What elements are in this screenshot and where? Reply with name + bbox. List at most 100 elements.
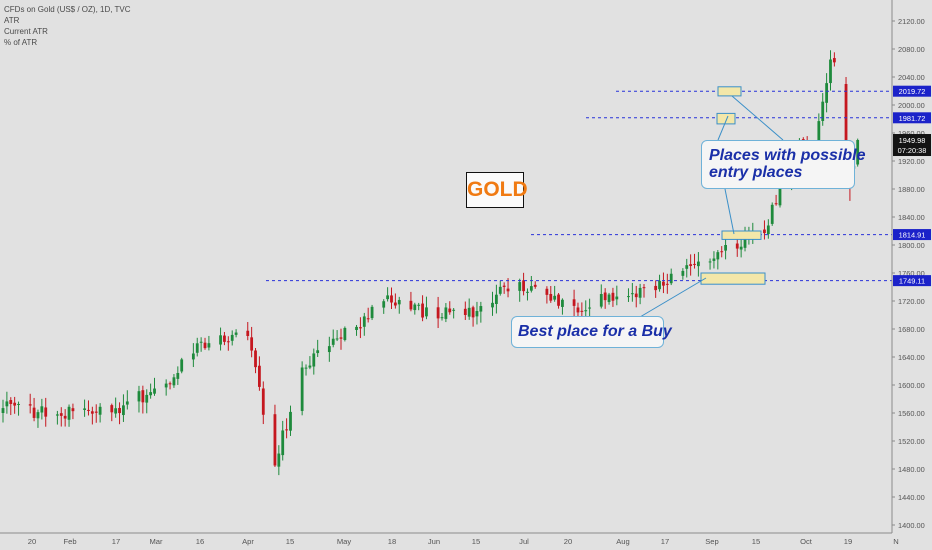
candle <box>452 308 456 319</box>
candle <box>681 268 685 280</box>
candle <box>234 329 238 338</box>
candle <box>599 284 603 309</box>
highlight-zone[interactable] <box>717 86 742 97</box>
svg-text:1749.11: 1749.11 <box>899 277 925 286</box>
highlight-zone[interactable] <box>721 230 762 240</box>
candle <box>281 420 285 461</box>
legend-percent-atr: % of ATR <box>4 38 38 47</box>
chart-legend: CFDs on Gold (US$ / OZ), 1D, TVC ATR Cur… <box>4 4 131 48</box>
candle <box>180 357 184 374</box>
candle <box>355 324 358 336</box>
candles-layer <box>1 50 860 476</box>
candle <box>122 394 125 422</box>
candle <box>343 326 347 342</box>
gold-label[interactable]: GOLD <box>466 172 528 208</box>
candle <box>856 138 860 167</box>
candle <box>203 337 207 350</box>
highlight-zone[interactable] <box>700 272 766 285</box>
x-tick-label: 15 <box>286 537 294 546</box>
candle <box>654 280 658 298</box>
candle <box>44 397 48 427</box>
candle <box>94 404 98 423</box>
candle <box>83 399 86 417</box>
x-tick-label: Mar <box>149 537 163 546</box>
candle <box>526 288 529 301</box>
candle <box>300 361 304 416</box>
y-tick-label: 1920.00 <box>898 157 925 166</box>
candle <box>436 296 440 329</box>
candle <box>246 322 250 341</box>
candle <box>359 317 362 339</box>
svg-text:1814.91: 1814.91 <box>899 231 926 240</box>
candle <box>1 399 5 423</box>
candle <box>145 389 149 414</box>
candle <box>832 52 836 67</box>
y-tick-label: 1560.00 <box>898 409 925 418</box>
y-tick-label: 1520.00 <box>898 437 925 446</box>
candle <box>572 289 576 317</box>
svg-text:07:20:38: 07:20:38 <box>898 146 927 155</box>
candle <box>308 356 312 370</box>
candle <box>763 220 766 240</box>
candle <box>669 268 673 286</box>
candle <box>335 330 339 342</box>
candle <box>607 292 611 305</box>
x-tick-label: 18 <box>388 537 396 546</box>
highlight-zone[interactable] <box>716 112 736 125</box>
candle <box>331 329 335 348</box>
candle <box>634 285 638 308</box>
candle <box>467 298 471 320</box>
x-tick-label: 19 <box>844 537 852 546</box>
candle <box>491 291 494 316</box>
candle <box>149 383 153 399</box>
y-tick-label: 2120.00 <box>898 17 925 26</box>
candle <box>630 282 634 302</box>
candle <box>498 280 502 296</box>
candle <box>118 402 121 425</box>
candle <box>821 92 825 126</box>
candle <box>226 336 230 351</box>
x-tick-label: 15 <box>472 537 480 546</box>
candle <box>168 381 172 390</box>
candle <box>153 377 156 396</box>
legend-atr: ATR <box>4 16 20 25</box>
candle <box>529 275 533 293</box>
candle <box>114 397 118 418</box>
candle <box>611 287 615 307</box>
svg-text:1981.72: 1981.72 <box>899 114 926 123</box>
candle <box>825 73 829 113</box>
buy-place-callout[interactable]: Best place for a Buy <box>511 316 672 348</box>
x-tick-label: 15 <box>752 537 760 546</box>
x-tick-label: Feb <box>63 537 76 546</box>
candle <box>421 295 424 322</box>
candle <box>413 302 417 315</box>
candle <box>137 385 141 413</box>
y-tick-label: 1880.00 <box>898 185 925 194</box>
candle <box>382 299 386 314</box>
candle <box>393 293 397 309</box>
candle <box>557 292 560 309</box>
highlight-zones-layer <box>700 86 766 285</box>
candle <box>471 305 475 327</box>
x-tick-label: 20 <box>28 537 36 546</box>
candle <box>697 252 700 277</box>
candle <box>28 393 32 414</box>
candle <box>32 397 36 422</box>
candle <box>553 285 557 302</box>
candle <box>397 296 401 314</box>
y-tick-label: 1720.00 <box>898 297 925 306</box>
x-tick-label: Apr <box>242 537 254 546</box>
candle <box>289 405 292 436</box>
candle <box>258 356 261 391</box>
legend-title: CFDs on Gold (US$ / OZ), 1D, TVC <box>4 5 131 14</box>
callout-pointer <box>639 277 707 318</box>
candle <box>273 404 277 467</box>
y-tick-label: 1840.00 <box>898 213 925 222</box>
candle <box>13 396 17 414</box>
legend-current-atr: Current ATR <box>4 27 48 36</box>
candle <box>67 404 71 427</box>
candle <box>110 403 114 422</box>
entry-places-callout[interactable]: Places with possible entry places <box>701 140 866 189</box>
